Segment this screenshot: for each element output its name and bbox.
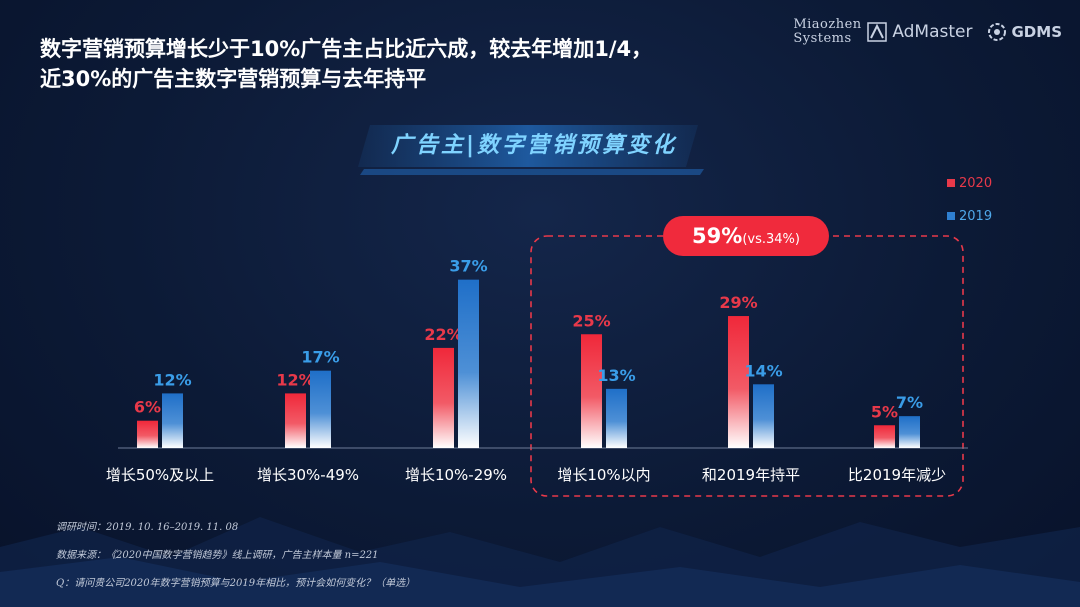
data-label-2019-0: 12% xyxy=(153,370,191,389)
bar-2019-0 xyxy=(162,393,183,448)
headline-line-2: 近30%的广告主数字营销预算与去年持平 xyxy=(40,67,427,91)
bar-2020-2 xyxy=(433,347,454,448)
data-label-2019-5: 7% xyxy=(896,393,923,412)
footnote-source: 数据来源：《2020中国数字营销趋势》线上调研，广告主样本量 n=221 xyxy=(56,550,379,561)
legend-swatch-2020 xyxy=(947,179,955,187)
logo-bar: Miaozhen Systems AdMaster GDMS xyxy=(793,18,1062,46)
admaster-logo-text: AdMaster xyxy=(892,22,973,42)
data-label-2020-0: 6% xyxy=(134,398,161,417)
bar-2020-0 xyxy=(137,420,158,448)
data-label-2020-4: 29% xyxy=(719,293,757,312)
bar-2020-4 xyxy=(728,316,749,448)
chart-title: 广告主|数字营销预算变化 xyxy=(390,133,678,158)
admaster-mark-icon xyxy=(867,22,888,42)
data-label-2020-1: 12% xyxy=(276,370,314,389)
admaster-logo: AdMaster xyxy=(867,22,973,42)
data-label-2020-2: 22% xyxy=(424,325,462,344)
bar-2019-1 xyxy=(310,370,331,448)
legend-item-2020: 2020 xyxy=(947,174,992,192)
background-mountains xyxy=(0,517,1080,607)
bar-2020-1 xyxy=(285,393,306,448)
bar-2019-3 xyxy=(606,388,627,448)
miaozhen-logo: Miaozhen Systems xyxy=(793,17,862,46)
bar-2019-2 xyxy=(458,279,479,448)
gdms-logo: GDMS xyxy=(987,22,1063,42)
headline-line-1: 数字营销预算增长少于10%广告主占比近六成，较去年增加1/4， xyxy=(40,37,653,61)
callout-compare: (vs.34%) xyxy=(742,232,800,247)
category-label-1: 增长30%-49% xyxy=(257,466,359,484)
data-label-2019-3: 13% xyxy=(597,366,635,385)
bar-2019-5 xyxy=(899,416,920,448)
callout-value: 59% xyxy=(692,224,743,248)
data-label-2019-2: 37% xyxy=(449,257,487,276)
gdms-logo-text: GDMS xyxy=(1011,22,1063,41)
miaozhen-logo-line1: Miaozhen xyxy=(793,17,862,32)
category-label-0: 增长50%及以上 xyxy=(106,466,214,484)
legend-label-2020: 2020 xyxy=(959,175,993,191)
data-label-2020-3: 25% xyxy=(572,311,610,330)
category-label-4: 和2019年持平 xyxy=(702,466,800,484)
data-label-2020-5: 5% xyxy=(871,402,898,421)
data-label-2019-1: 17% xyxy=(301,348,339,367)
legend-item-2019: 2019 xyxy=(947,207,992,225)
bar-2020-5 xyxy=(874,425,895,448)
bar-2020-3 xyxy=(581,334,602,448)
category-label-5: 比2019年减少 xyxy=(848,466,946,484)
category-label-2: 增长10%-29% xyxy=(405,466,507,484)
category-label-3: 增长10%以内 xyxy=(557,466,650,484)
footnote-time: 调研时间：2019. 10. 16–2019. 11. 08 xyxy=(56,522,239,533)
headline: 数字营销预算增长少于10%广告主占比近六成，较去年增加1/4， 近30%的广告主… xyxy=(40,34,800,94)
chart-legend: 2020 2019 xyxy=(947,174,992,240)
miaozhen-logo-line2: Systems xyxy=(793,31,852,46)
highlight-callout: 59%(vs.34%) xyxy=(663,216,829,256)
footnote-question: Q：请问贵公司2020年数字营销预算与2019年相比，预计会如何变化？（单选） xyxy=(56,578,416,589)
title-banner xyxy=(358,125,704,175)
data-label-2019-4: 14% xyxy=(744,361,782,380)
legend-swatch-2019 xyxy=(947,212,955,220)
gdms-mark-icon xyxy=(987,23,1006,41)
footnotes: 调研时间：2019. 10. 16–2019. 11. 08 数据来源：《202… xyxy=(56,521,415,605)
bar-2019-4 xyxy=(753,384,774,448)
legend-label-2019: 2019 xyxy=(959,208,993,224)
